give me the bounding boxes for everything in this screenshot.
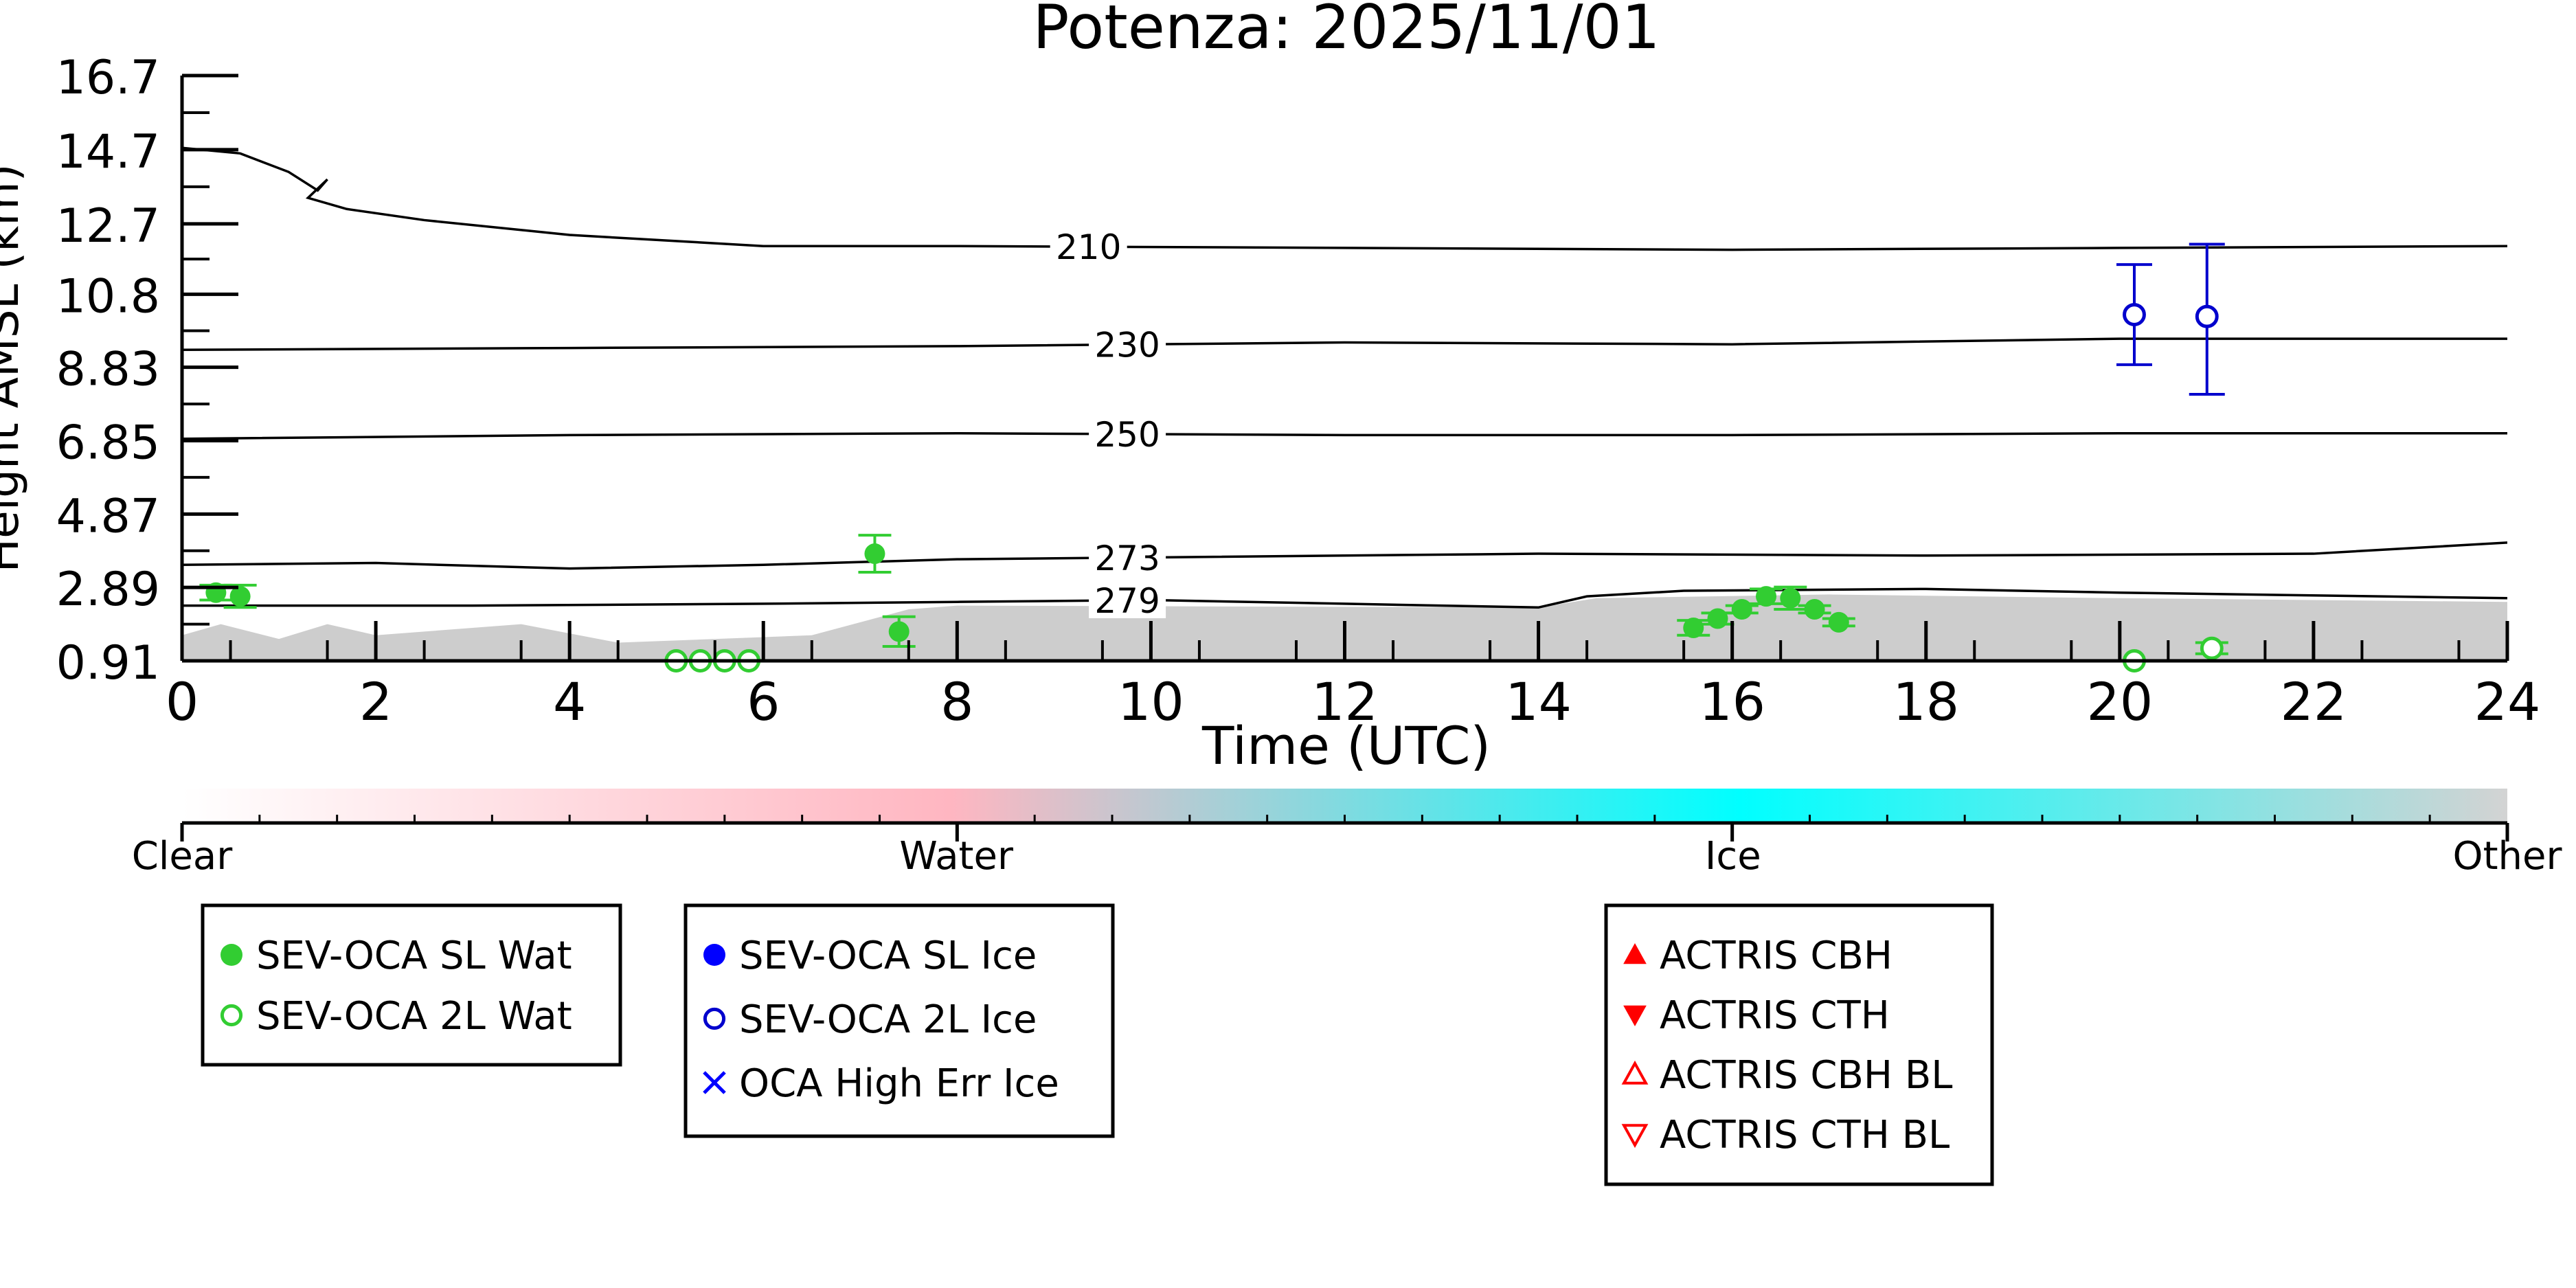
data-point [2200, 636, 2224, 660]
colorbar-label: Water [899, 834, 1014, 879]
y-tick-label: 16.7 [56, 51, 160, 105]
legend-entry-label: SEV-OCA SL Ice [739, 934, 1037, 978]
legend-box: SEV-OCA SL Ice SEV-OCA 2L Ice OCA High Err… [683, 903, 1115, 1138]
legend-marker [1621, 1124, 1649, 1149]
contour-label: 210 [1056, 227, 1121, 267]
x-tick-label: 16 [1699, 671, 1765, 732]
x-tick-label: 10 [1118, 671, 1184, 732]
data-point [1683, 617, 1704, 638]
y-axis-label: Height AMSL (km) [0, 164, 29, 573]
data-point [1756, 586, 1777, 607]
data-point [888, 621, 909, 642]
x-axis-label: Time (UTC) [1201, 715, 1491, 776]
contour-line-230 [182, 337, 2507, 352]
y-tick-label: 2.89 [56, 563, 160, 617]
x-tick-label: 12 [1311, 671, 1378, 732]
legends: SEV-OCA SL Wat SEV-OCA 2L Wat SEV-OCA SL I… [201, 903, 1994, 1186]
contour-label: 250 [1094, 415, 1160, 455]
data-markers [199, 242, 2228, 673]
contour-label-bg [1089, 326, 1166, 363]
contour-line-279 [182, 587, 2507, 609]
legend-marker [1623, 1005, 1647, 1027]
axes: 0 2 4 6 8 10 12 14 16 18 20 22 240.912.894.876.858.8… [56, 51, 2541, 732]
legend-marker [703, 1007, 726, 1030]
legend-box: ACTRIS CBH ACTRIS CTH ACTRIS CBH BL ACTRIS … [1604, 903, 1994, 1186]
data-point [1707, 608, 1728, 629]
legend-frame [1604, 903, 1994, 1186]
legend-marker [221, 944, 242, 966]
contour-label-bg [1089, 416, 1166, 452]
data-point [229, 586, 251, 607]
contour-line-273 [182, 541, 2507, 570]
legend-entry-label: ACTRIS CBH BL [1660, 1053, 1952, 1098]
y-tick-label: 0.91 [56, 636, 160, 690]
contour-line-210 [182, 146, 2507, 251]
y-tick-label: 10.8 [56, 269, 160, 324]
data-point [1780, 587, 1801, 609]
colorbar-label: Other [2452, 834, 2562, 879]
legend-entry-label: OCA High Err Ice [739, 1061, 1059, 1106]
legend-entry-label: SEV-OCA SL Wat [256, 934, 572, 978]
legend-marker [703, 1071, 726, 1094]
legend-marker [220, 1004, 243, 1027]
colorbar-label: Ice [1705, 834, 1761, 879]
x-tick-label: 8 [940, 671, 973, 732]
x-tick-label: 20 [2086, 671, 2153, 732]
legend-entry-label: ACTRIS CTH [1660, 993, 1890, 1038]
colorbar: Clear Water Ice Other [132, 789, 2562, 879]
contour-label-bg [1050, 229, 1127, 265]
contour-label: 279 [1094, 581, 1160, 621]
legend-entry-label: SEV-OCA 2L Wat [256, 994, 572, 1039]
contour-label: 273 [1094, 539, 1160, 578]
chart-title: Potenza: 2025/11/01 [1032, 0, 1660, 63]
legend-marker [1623, 942, 1647, 964]
x-tick-label: 6 [747, 671, 780, 732]
colorbar-label: Clear [132, 834, 233, 879]
x-tick-label: 14 [1505, 671, 1572, 732]
y-tick-label: 4.87 [56, 489, 160, 543]
legend-entry-label: ACTRIS CBH [1660, 934, 1893, 978]
x-tick-label: 18 [1893, 671, 1959, 732]
y-tick-label: 6.85 [56, 416, 160, 470]
contour-label-bg [1089, 539, 1166, 576]
data-point [1731, 598, 1752, 620]
legend-frame [683, 903, 1115, 1138]
contour-label-bg [1089, 582, 1166, 618]
contour-line-250 [182, 431, 2507, 440]
x-tick-label: 2 [359, 671, 392, 732]
data-point [205, 582, 227, 603]
legend-entry-label: SEV-OCA 2L Ice [739, 997, 1037, 1042]
legend-box: SEV-OCA SL Wat SEV-OCA 2L Wat [201, 903, 622, 1067]
legend-entry-label: ACTRIS CTH BL [1660, 1113, 1950, 1157]
y-tick-label: 12.7 [56, 199, 160, 253]
legend-marker [1621, 1060, 1649, 1085]
data-point [2123, 303, 2146, 326]
y-tick-label: 14.7 [56, 125, 160, 179]
contour-label: 230 [1094, 326, 1160, 365]
data-point [1828, 611, 1849, 633]
x-tick-label: 22 [2281, 671, 2347, 732]
x-tick-label: 24 [2474, 671, 2541, 732]
data-point [2195, 304, 2219, 328]
legend-marker [703, 944, 725, 966]
x-tick-label: 0 [166, 671, 199, 732]
legend-frame [201, 903, 622, 1067]
data-point [1804, 598, 1825, 620]
y-tick-label: 8.83 [56, 343, 160, 397]
data-point [864, 543, 885, 565]
x-tick-label: 4 [553, 671, 586, 732]
